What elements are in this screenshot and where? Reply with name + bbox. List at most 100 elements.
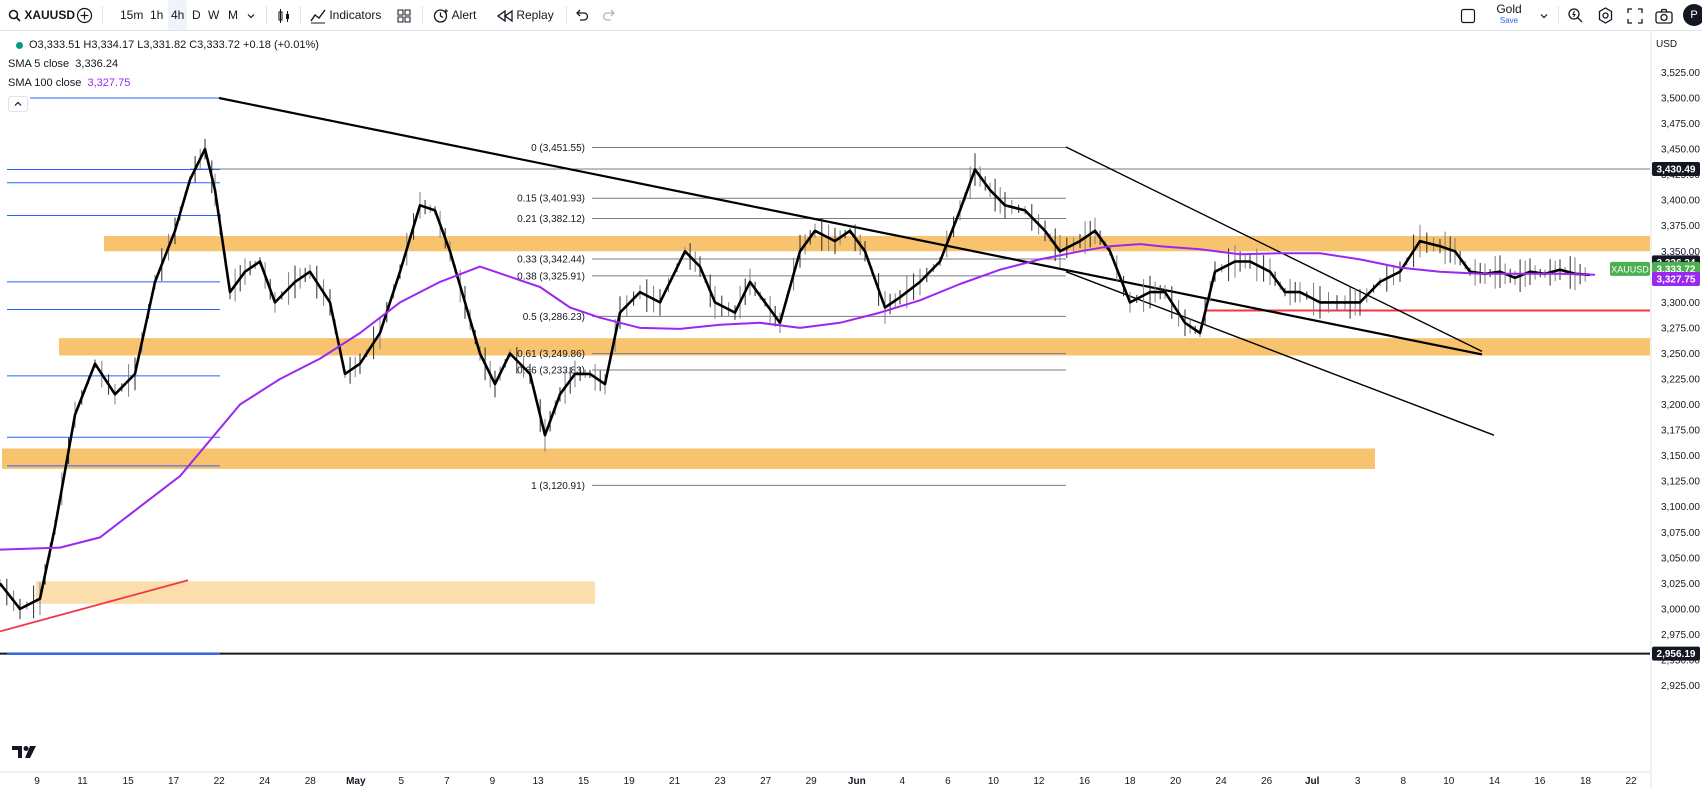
y-tick-label: 3,100.00 bbox=[1661, 502, 1700, 513]
sma100-label: SMA 100 close bbox=[8, 77, 82, 89]
y-tick-label: 3,375.00 bbox=[1661, 221, 1700, 232]
settings-button[interactable] bbox=[1597, 0, 1614, 30]
symbol-name: XAUUSD bbox=[24, 8, 76, 22]
toolbar-divider bbox=[1558, 6, 1559, 24]
y-tick-label: 3,350.00 bbox=[1661, 247, 1700, 258]
x-tick-label: 17 bbox=[168, 776, 180, 787]
x-tick-label: 24 bbox=[1216, 776, 1228, 787]
avatar[interactable]: P bbox=[1683, 4, 1702, 26]
replay-button[interactable]: Replay bbox=[496, 0, 554, 30]
toolbar-divider bbox=[566, 6, 567, 24]
timeframe-w[interactable]: W bbox=[208, 8, 220, 22]
y-tick-label: 2,925.00 bbox=[1661, 681, 1700, 692]
timeframe-d[interactable]: D bbox=[192, 8, 201, 22]
sma5-value: 3,336.24 bbox=[75, 58, 119, 70]
undo-button[interactable] bbox=[574, 0, 589, 30]
camera-icon bbox=[1655, 8, 1673, 24]
symbol-tag-box bbox=[1610, 261, 1650, 276]
tv-logo-icon bbox=[12, 746, 36, 758]
layout-dropdown[interactable] bbox=[1539, 0, 1549, 30]
sma100-value: 3,327.75 bbox=[87, 77, 131, 89]
fib-level-label: 0 (3,451.55) bbox=[531, 143, 585, 154]
chart-type-button[interactable] bbox=[276, 0, 292, 30]
fib-level-label: 0.61 (3,249.86) bbox=[517, 349, 585, 360]
fullscreen-icon bbox=[1627, 8, 1643, 24]
sma5-row[interactable]: SMA 5 close 3,336.24 bbox=[8, 55, 319, 74]
market-status-dot bbox=[16, 41, 23, 49]
price-label-text: 3,333.72 bbox=[1657, 264, 1696, 275]
y-tick-label: 3,450.00 bbox=[1661, 145, 1700, 156]
fib-level-label: 0.66 (3,233.83) bbox=[517, 365, 585, 376]
x-tick-label: 22 bbox=[214, 776, 226, 787]
alarm-clock-icon bbox=[433, 9, 448, 23]
redo-icon bbox=[602, 9, 615, 21]
sma100-row[interactable]: SMA 100 close 3,327.75 bbox=[8, 74, 319, 93]
timeframe-1h[interactable]: 1h bbox=[150, 8, 164, 22]
x-tick-label: 10 bbox=[988, 776, 1000, 787]
layout-name[interactable]: Gold Save bbox=[1484, 3, 1534, 27]
currency-selector[interactable]: USD bbox=[1656, 39, 1678, 50]
quick-search-button[interactable] bbox=[1567, 0, 1584, 30]
y-tick-label: 3,525.00 bbox=[1661, 68, 1700, 79]
x-tick-label: 15 bbox=[578, 776, 590, 787]
x-tick-label: 15 bbox=[123, 776, 135, 787]
indicators-button[interactable]: Indicators bbox=[310, 0, 381, 30]
timeframe-4h[interactable]: 4h bbox=[168, 0, 188, 30]
trend-line bbox=[218, 96, 1483, 356]
y-tick-label: 3,175.00 bbox=[1661, 426, 1700, 437]
x-tick-label: 5 bbox=[399, 776, 405, 787]
x-tick-label: 28 bbox=[305, 776, 317, 787]
x-tick-label: Jun bbox=[848, 776, 866, 787]
sma100-line bbox=[0, 243, 1596, 551]
x-tick-label: 12 bbox=[1033, 776, 1045, 787]
y-tick-label: 3,500.00 bbox=[1661, 94, 1700, 105]
timeframe-dropdown[interactable] bbox=[246, 0, 256, 30]
redo-button[interactable] bbox=[602, 0, 617, 30]
toolbar-divider bbox=[102, 6, 103, 24]
y-tick-label: 3,400.00 bbox=[1661, 196, 1700, 207]
alert-label: Alert bbox=[451, 8, 477, 22]
x-tick-label: 4 bbox=[900, 776, 906, 787]
timeframe-m[interactable]: M bbox=[228, 8, 238, 22]
indicators-icon bbox=[310, 9, 326, 24]
square-icon bbox=[1460, 8, 1476, 23]
price-label-box bbox=[1652, 272, 1700, 287]
y-tick-label: 2,950.00 bbox=[1661, 656, 1700, 667]
price-label-text: 2,956.19 bbox=[1657, 649, 1696, 660]
chart-area[interactable]: 0 (3,451.55) 0.15 (3,401.93) 0.21 (3,382.1… bbox=[0, 30, 1702, 789]
x-tick-label: 13 bbox=[532, 776, 544, 787]
price-label-text: 3,327.75 bbox=[1657, 275, 1696, 286]
ohlc-values: O3,333.51 H3,334.17 L3,331.82 C3,333.72 … bbox=[29, 39, 319, 51]
layout-save-label: Save bbox=[1499, 16, 1519, 25]
y-tick-label: 3,050.00 bbox=[1661, 553, 1700, 564]
sma5-line bbox=[0, 147, 1591, 611]
timeframe-15m[interactable]: 15m bbox=[120, 8, 144, 22]
x-tick-label: 3 bbox=[1355, 776, 1361, 787]
y-tick-label: 3,075.00 bbox=[1661, 528, 1700, 539]
y-tick-label: 3,150.00 bbox=[1661, 451, 1700, 462]
search-icon bbox=[8, 10, 21, 22]
symbol-search[interactable]: XAUUSD bbox=[8, 0, 75, 30]
fib-level-label: 0.38 (3,325.91) bbox=[517, 271, 585, 282]
legend-collapse-button[interactable] bbox=[8, 96, 28, 112]
y-tick-label: 3,275.00 bbox=[1661, 323, 1700, 334]
snapshot-button[interactable] bbox=[1655, 0, 1673, 30]
alert-button[interactable]: Alert bbox=[432, 0, 476, 30]
x-tick-label: 18 bbox=[1580, 776, 1592, 787]
x-tick-label: 9 bbox=[490, 776, 496, 787]
x-tick-label: 26 bbox=[1261, 776, 1273, 787]
chevron-up-icon bbox=[14, 101, 22, 106]
y-tick-label: 3,200.00 bbox=[1661, 400, 1700, 411]
rewind-icon bbox=[496, 9, 513, 23]
layout-panel-button[interactable] bbox=[1460, 0, 1476, 30]
price-label-text: 3,430.49 bbox=[1657, 165, 1696, 176]
toolbar-divider bbox=[266, 6, 267, 24]
compare-button[interactable] bbox=[76, 0, 93, 30]
x-tick-label: Jul bbox=[1305, 776, 1320, 787]
ohlc-row: O3,333.51 H3,334.17 L3,331.82 C3,333.72 … bbox=[8, 36, 319, 55]
fullscreen-button[interactable] bbox=[1627, 0, 1643, 30]
templates-button[interactable] bbox=[396, 0, 412, 30]
x-tick-label: May bbox=[346, 776, 366, 787]
plus-circle-icon bbox=[76, 8, 93, 24]
layout-name-label: Gold bbox=[1496, 2, 1522, 16]
